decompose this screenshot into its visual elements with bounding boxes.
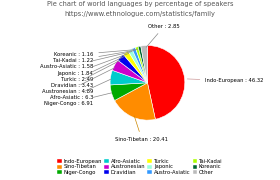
Text: Turkic : 2.49: Turkic : 2.49: [61, 56, 125, 82]
Wedge shape: [132, 48, 148, 83]
Wedge shape: [138, 46, 148, 83]
Text: Indo-European : 46.32: Indo-European : 46.32: [187, 78, 264, 84]
Legend: Indo-European, Sino-Tibetan, Niger-Congo, Afro-Asiatic, Austronesian, Dravidian,: Indo-European, Sino-Tibetan, Niger-Congo…: [55, 157, 225, 177]
Text: Niger-Congo : 6.91: Niger-Congo : 6.91: [44, 93, 112, 106]
Text: Dravidian : 3.43: Dravidian : 3.43: [51, 60, 120, 88]
Text: Tai-Kadai : 1.22: Tai-Kadai : 1.22: [53, 50, 135, 63]
Text: Austronesian : 4.89: Austronesian : 4.89: [42, 68, 115, 94]
Text: Sino-Tibetan : 20.41: Sino-Tibetan : 20.41: [115, 116, 168, 142]
Wedge shape: [135, 47, 148, 83]
Wedge shape: [110, 70, 148, 85]
Text: Afro-Asiatic : 6.3: Afro-Asiatic : 6.3: [50, 79, 111, 100]
Text: Other : 2.85: Other : 2.85: [146, 24, 180, 47]
Text: Japonic : 1.84: Japonic : 1.84: [58, 53, 129, 75]
Wedge shape: [112, 60, 148, 83]
Text: https://www.ethnologue.com/statistics/family: https://www.ethnologue.com/statistics/fa…: [65, 11, 215, 17]
Wedge shape: [141, 46, 148, 83]
Text: Austro-Asiatic : 1.58: Austro-Asiatic : 1.58: [40, 51, 132, 69]
Wedge shape: [148, 46, 185, 119]
Wedge shape: [123, 51, 148, 83]
Text: Pie chart of world languages by percentage of speakers: Pie chart of world languages by percenta…: [47, 1, 233, 7]
Wedge shape: [110, 83, 148, 100]
Wedge shape: [115, 83, 155, 120]
Wedge shape: [118, 54, 148, 83]
Text: Koreanic : 1.16: Koreanic : 1.16: [54, 50, 137, 57]
Wedge shape: [128, 49, 148, 83]
